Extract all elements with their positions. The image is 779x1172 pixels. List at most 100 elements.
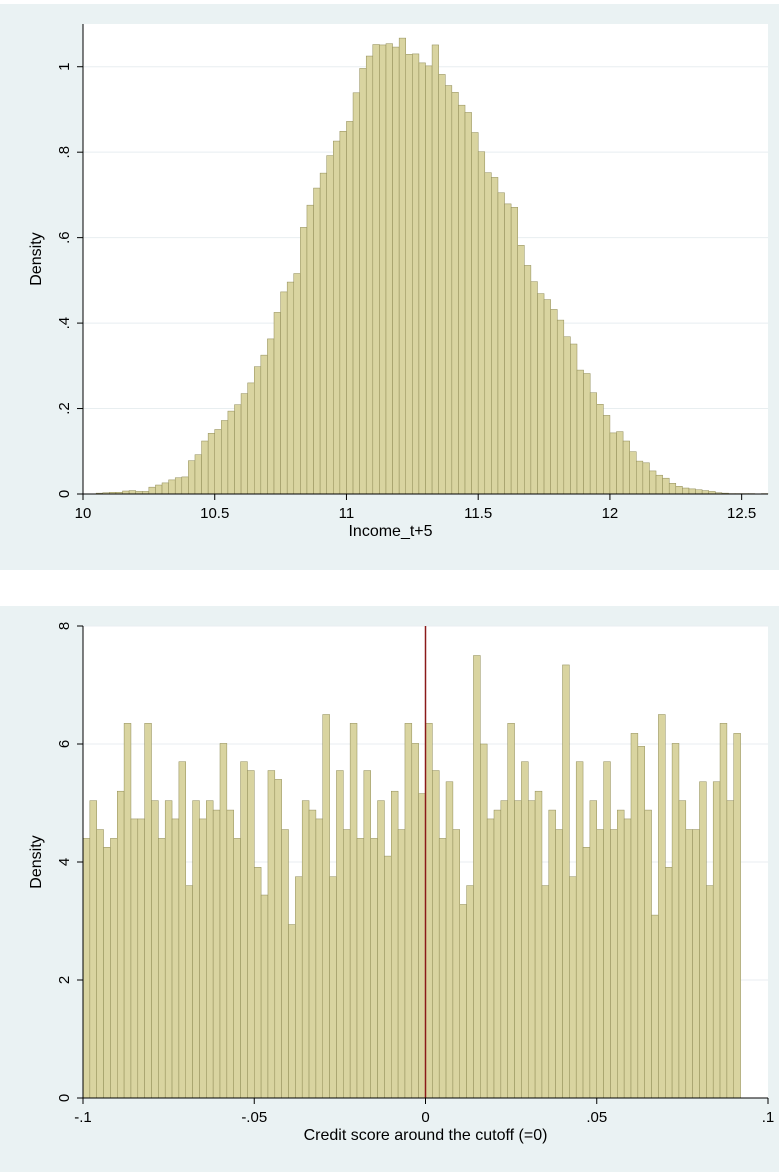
histogram-bar — [637, 746, 645, 1099]
histogram-bar — [333, 140, 341, 495]
histogram-bar — [123, 723, 132, 1099]
histogram-bar — [300, 227, 308, 495]
histogram-bar — [575, 761, 584, 1099]
y-axis-title: Density — [28, 835, 45, 888]
histogram-bar — [206, 800, 214, 1099]
income-histogram: 0 .2 .4 .6 .8 1 10 10.5 11 11.5 12 12.5 Income_t+5 De… — [28, 24, 769, 540]
y-tick-label: 1 — [56, 63, 73, 71]
histogram-bar — [644, 809, 652, 1099]
histogram-bar — [171, 818, 180, 1099]
histogram-bar — [192, 800, 200, 1099]
histogram-bar — [194, 454, 202, 495]
histogram-bar — [128, 490, 136, 495]
histogram-bar — [459, 904, 467, 1099]
histogram-bar — [288, 924, 296, 1099]
histogram-bar — [682, 487, 690, 495]
histogram-bar — [212, 809, 221, 1099]
histogram-bar — [281, 829, 289, 1099]
x-axis-title: Credit score around the cutoff (=0) — [304, 1127, 548, 1144]
x-tick-label: 11 — [339, 505, 355, 522]
histogram-bar — [178, 761, 186, 1099]
histogram-bar — [201, 440, 209, 495]
histogram-bar — [562, 664, 570, 1099]
histogram-bar — [130, 818, 139, 1099]
histogram-bar — [534, 790, 543, 1099]
histogram-bar — [500, 800, 508, 1099]
histogram-bar — [596, 404, 604, 495]
histogram-bar — [164, 800, 173, 1099]
histogram-bar — [365, 55, 374, 495]
histogram-bar — [471, 132, 479, 495]
histogram-bar — [234, 404, 242, 495]
histogram-bar — [556, 319, 565, 495]
histogram-bar — [445, 85, 453, 495]
histogram-bar — [339, 130, 347, 495]
histogram-bar — [349, 723, 358, 1099]
histogram-bar — [404, 723, 413, 1099]
histogram-bar — [438, 74, 446, 495]
histogram-bar — [155, 484, 163, 495]
histogram-bar — [188, 460, 196, 495]
histogram-bar — [451, 92, 459, 495]
histogram-bar — [293, 273, 301, 495]
histogram-bar — [260, 354, 268, 495]
histogram-bar — [662, 477, 670, 495]
x-tick-label: 10.5 — [200, 505, 229, 522]
y-tick-label: 6 — [56, 740, 73, 748]
histogram-bar — [452, 829, 460, 1099]
histogram-bar — [397, 829, 406, 1099]
x-tick-label: 0 — [421, 1109, 429, 1126]
histogram-bar — [82, 838, 91, 1099]
histogram-bar — [603, 761, 611, 1099]
histogram-bar — [521, 761, 529, 1099]
histogram-bar — [425, 723, 433, 1099]
histogram-bar — [247, 382, 255, 495]
histogram-bar — [385, 43, 393, 495]
histogram-bar — [326, 155, 334, 495]
x-tick-label: -.1 — [74, 1109, 92, 1126]
histogram-bar — [695, 489, 703, 495]
histogram-bar — [254, 366, 262, 495]
histogram-bar — [649, 470, 657, 495]
histogram-bar — [603, 415, 611, 495]
histogram-bar — [583, 373, 591, 495]
histogram-bar — [151, 800, 159, 1099]
histogram-bar — [110, 838, 118, 1099]
histogram-bar — [207, 433, 215, 495]
histogram-bar — [569, 876, 577, 1099]
y-tick-label: 8 — [56, 622, 73, 630]
histogram-bar — [699, 781, 707, 1099]
histogram-bar — [96, 829, 104, 1099]
histogram-bar — [582, 847, 591, 1099]
histogram-bar — [247, 770, 255, 1099]
histogram-bar — [655, 474, 663, 495]
histogram-bar — [174, 477, 183, 495]
histogram-bar — [464, 112, 472, 495]
histogram-bar — [181, 476, 189, 495]
y-tick-label: 2 — [56, 976, 73, 984]
y-tick-label: .4 — [56, 317, 73, 330]
x-tick-label: 10 — [75, 505, 92, 522]
x-tick-label: .1 — [762, 1109, 775, 1126]
histogram-bar — [576, 369, 584, 495]
histogram-bar — [726, 800, 735, 1099]
histogram-bar — [144, 723, 152, 1099]
credit-score-histogram-panel: 0 2 4 6 8 -.1 -.05 0 .05 .1 Credit score around th… — [0, 606, 779, 1172]
histogram-bar — [411, 743, 419, 1099]
histogram-bar — [668, 483, 677, 495]
histogram-bar — [491, 177, 499, 495]
histogram-bar — [589, 392, 597, 495]
y-tick-label: 0 — [56, 1094, 73, 1102]
histogram-bar — [497, 192, 505, 495]
histogram-bar — [678, 800, 687, 1099]
histogram-bar — [412, 53, 420, 495]
histogram-bar — [286, 281, 295, 495]
histogram-bar — [685, 829, 693, 1099]
histogram-bar — [398, 37, 406, 495]
histogram-bar — [306, 204, 314, 495]
histogram-bar — [688, 488, 696, 495]
histogram-bar — [524, 265, 532, 495]
histogram-bar — [425, 65, 433, 495]
histogram-bar — [642, 462, 650, 495]
histogram-bar — [319, 172, 327, 495]
